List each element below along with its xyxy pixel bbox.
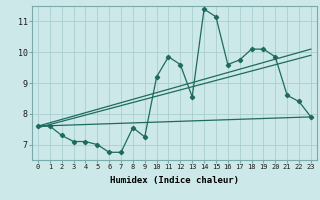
X-axis label: Humidex (Indice chaleur): Humidex (Indice chaleur) xyxy=(110,176,239,185)
